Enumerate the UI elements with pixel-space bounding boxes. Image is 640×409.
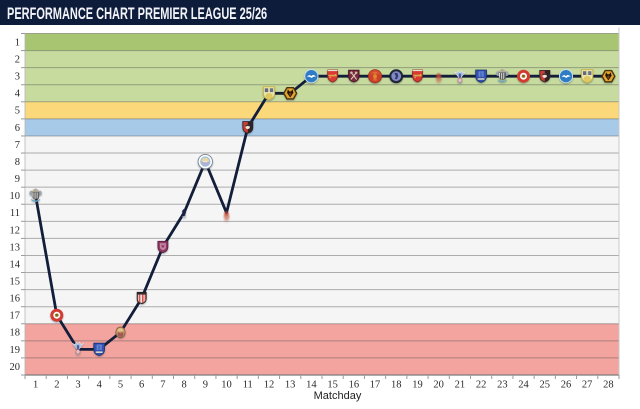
svg-text:13: 13	[10, 242, 21, 253]
svg-text:23: 23	[497, 380, 508, 391]
svg-text:27: 27	[582, 380, 593, 391]
svg-text:25: 25	[540, 380, 551, 391]
svg-text:6: 6	[15, 123, 20, 134]
svg-text:10: 10	[221, 380, 232, 391]
svg-text:9: 9	[15, 174, 20, 185]
svg-text:19: 19	[10, 345, 21, 356]
svg-text:17: 17	[370, 380, 381, 391]
svg-text:12: 12	[264, 380, 275, 391]
svg-text:20: 20	[10, 362, 21, 373]
svg-text:1: 1	[15, 37, 20, 48]
svg-text:7: 7	[160, 380, 165, 391]
svg-text:18: 18	[10, 328, 21, 339]
svg-text:1: 1	[33, 380, 38, 391]
svg-text:11: 11	[10, 208, 20, 219]
svg-text:3: 3	[75, 380, 80, 391]
svg-text:19: 19	[412, 380, 423, 391]
svg-text:24: 24	[518, 380, 529, 391]
svg-text:26: 26	[561, 380, 572, 391]
svg-text:Matchday: Matchday	[314, 390, 362, 402]
svg-text:10: 10	[10, 191, 21, 202]
svg-text:22: 22	[476, 380, 487, 391]
svg-text:16: 16	[349, 380, 360, 391]
svg-text:4: 4	[97, 380, 103, 391]
svg-text:8: 8	[181, 380, 186, 391]
svg-text:13: 13	[285, 380, 296, 391]
svg-text:15: 15	[10, 276, 21, 287]
svg-text:16: 16	[10, 294, 21, 305]
svg-text:9: 9	[203, 380, 208, 391]
svg-text:12: 12	[10, 225, 21, 236]
svg-text:4: 4	[15, 89, 21, 100]
svg-text:28: 28	[603, 380, 614, 391]
svg-text:11: 11	[243, 380, 253, 391]
svg-text:3: 3	[15, 72, 20, 83]
svg-text:2: 2	[15, 55, 20, 66]
svg-text:8: 8	[15, 157, 20, 168]
svg-text:7: 7	[15, 140, 20, 151]
svg-text:6: 6	[139, 380, 144, 391]
svg-text:5: 5	[15, 106, 20, 117]
svg-text:5: 5	[118, 380, 123, 391]
svg-text:15: 15	[327, 380, 338, 391]
svg-text:14: 14	[10, 259, 21, 270]
svg-text:17: 17	[10, 311, 21, 322]
svg-text:21: 21	[455, 380, 466, 391]
svg-text:18: 18	[391, 380, 402, 391]
svg-text:14: 14	[306, 380, 317, 391]
svg-text:2: 2	[54, 380, 59, 391]
svg-text:20: 20	[433, 380, 444, 391]
